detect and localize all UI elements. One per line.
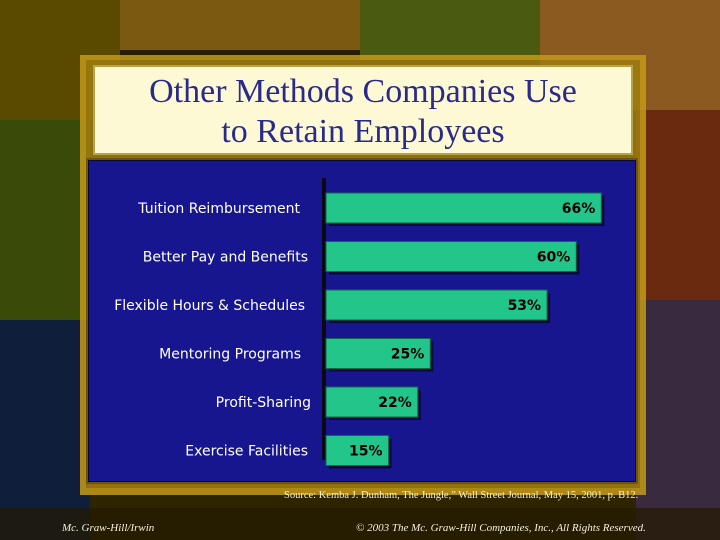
bar-chart: Tuition Reimbursement 66% Better Pay and B… [114, 178, 605, 469]
bar [325, 338, 431, 369]
title-line-1: Other Methods Companies Use [149, 73, 577, 110]
category-label: Profit-Sharing [216, 395, 311, 411]
data-label: 60% [537, 250, 571, 266]
bar [325, 386, 419, 418]
data-label: 25% [391, 347, 425, 363]
bar [325, 289, 548, 321]
source-citation: Source: Kemba J. Dunham, The Jungle,” Wa… [284, 490, 639, 501]
category-label: Exercise Facilities [185, 444, 308, 460]
bar [325, 435, 390, 466]
bar [325, 192, 602, 224]
title-line-2: to Retain Employees [221, 113, 505, 150]
slide-title: Other Methods Companies Use to Retain Em… [93, 65, 633, 155]
category-label: Mentoring Programs [159, 347, 301, 363]
data-label: 22% [378, 395, 412, 411]
publisher-footer: Mc. Graw-Hill/Irwin [62, 522, 155, 534]
category-label: Flexible Hours & Schedules [114, 298, 305, 314]
copyright-footer: © 2003 The Mc. Graw-Hill Companies, Inc.… [356, 522, 646, 534]
bar [325, 241, 577, 272]
category-label: Tuition Reimbursement [137, 201, 300, 217]
data-label: 15% [349, 444, 383, 460]
category-label: Better Pay and Benefits [143, 250, 308, 266]
data-label: 66% [562, 201, 596, 217]
data-label: 53% [508, 298, 542, 314]
